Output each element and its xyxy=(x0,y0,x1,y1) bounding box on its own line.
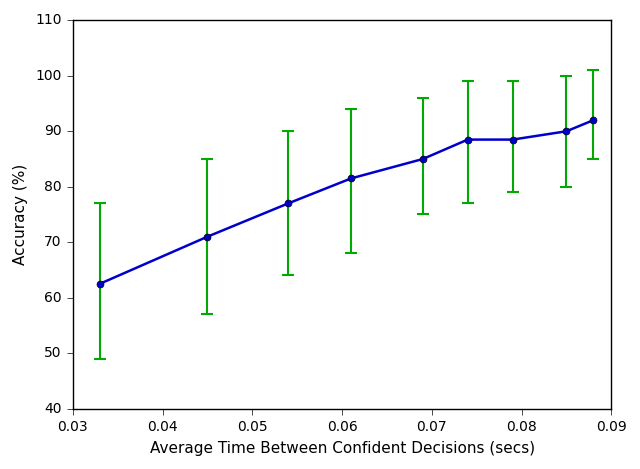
X-axis label: Average Time Between Confident Decisions (secs): Average Time Between Confident Decisions… xyxy=(150,441,534,456)
Y-axis label: Accuracy (%): Accuracy (%) xyxy=(13,164,28,265)
